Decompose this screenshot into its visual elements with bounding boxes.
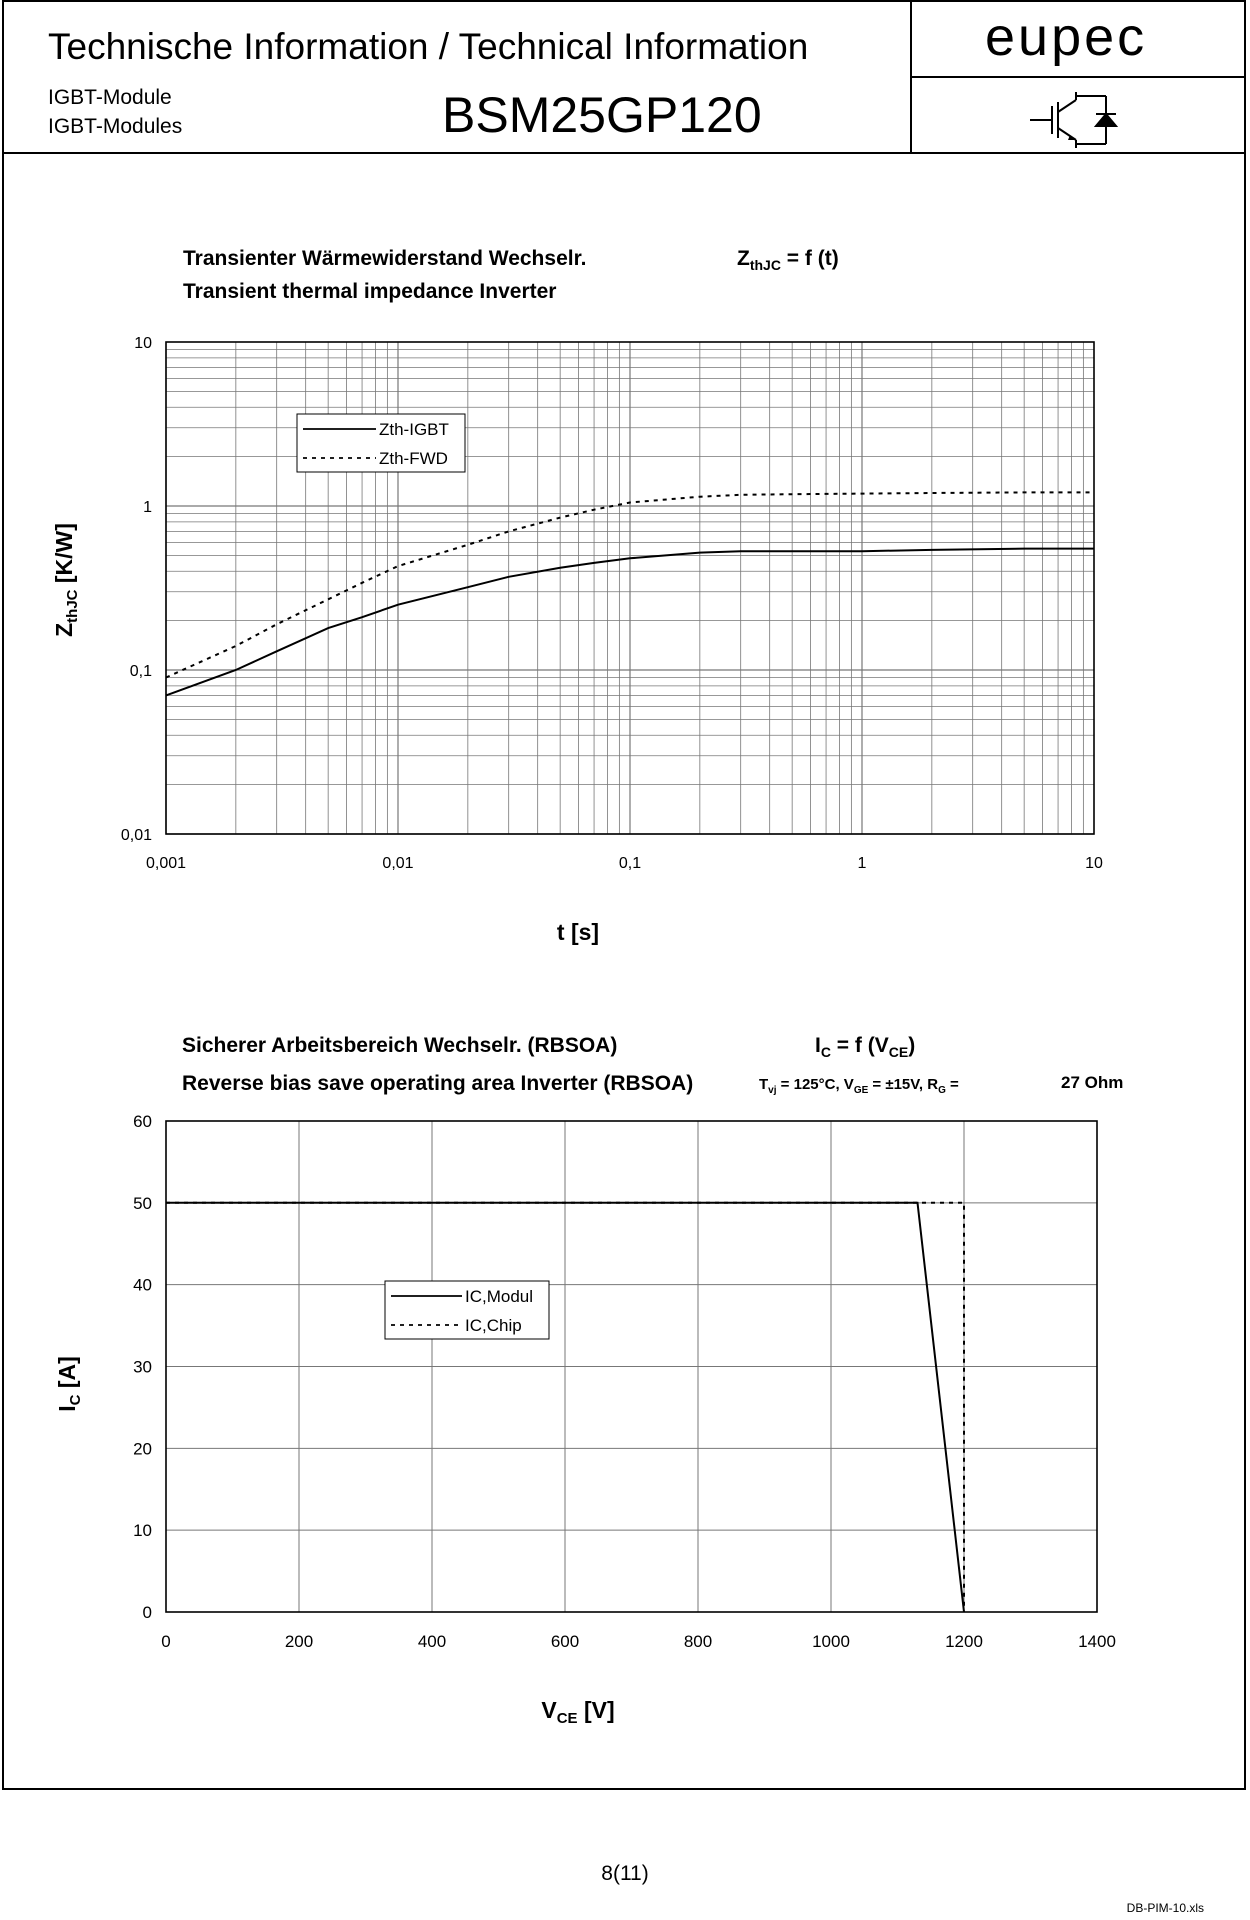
x-tick-label: 0,001 — [146, 855, 186, 872]
series-line-zth-fwd — [165, 491, 1094, 679]
chart1-title-de: Transienter Wärmewiderstand Wechselr. — [183, 247, 586, 270]
chart2-legend: IC,Modul IC,Chip — [384, 1280, 550, 1340]
product-category-de: IGBT-Module — [48, 86, 172, 109]
rbsoa-chart: 0 200 400 600 800 1000 1200 1400 0 10 20 30 40 50 60 — [133, 1112, 1116, 1651]
chart1-legend: Zth-IGBT Zth-FWD — [296, 413, 466, 473]
legend-zth-igbt: Zth-IGBT — [379, 420, 449, 439]
eupec-logo: eupec — [985, 7, 1148, 67]
y-tick-label: 0,1 — [130, 663, 152, 680]
legend-zth-fwd: Zth-FWD — [379, 449, 448, 468]
y-tick-label: 20 — [133, 1439, 152, 1458]
x-tick-label: 0,01 — [382, 855, 413, 872]
charts-canvas: Transienter Wärmewiderstand Wechselr. Tr… — [51, 247, 1123, 1727]
x-tick-label: 1400 — [1078, 1632, 1116, 1651]
chart2-formula: IC = f (VCE) — [815, 1034, 915, 1060]
x-tick-label: 10 — [1085, 855, 1103, 872]
y-tick-label: 40 — [133, 1276, 152, 1295]
x-tick-label: 1 — [858, 855, 867, 872]
x-tick-label: 1200 — [945, 1632, 983, 1651]
chart1-xlabel: t [s] — [557, 919, 599, 945]
series-line-ic-modul — [166, 1201, 965, 1613]
chart1-ylabel: ZthJC [K/W] — [51, 523, 81, 637]
y-tick-label: 10 — [134, 335, 152, 352]
x-tick-label: 800 — [684, 1632, 712, 1651]
y-tick-label: 50 — [133, 1194, 152, 1213]
legend-ic-modul: IC,Modul — [465, 1287, 533, 1306]
chart2-title-en: Reverse bias save operating area Inverte… — [182, 1072, 693, 1095]
x-tick-label: 400 — [418, 1632, 446, 1651]
plot-area — [165, 341, 1095, 835]
chart1-title-en: Transient thermal impedance Inverter — [183, 280, 556, 303]
series-line-zth-igbt — [165, 547, 1094, 697]
x-tick-label: 600 — [551, 1632, 579, 1651]
x-tick-label: 0,1 — [619, 855, 641, 872]
page-frame — [2, 0, 1246, 1790]
chart2-conditions: Tvj = 125°C, VGE = ±15V, RG = — [759, 1076, 959, 1096]
igbt-symbol-icon — [1030, 92, 1119, 148]
x-tick-label: 0 — [161, 1632, 170, 1651]
source-file-label: DB-PIM-10.xls — [1126, 1901, 1204, 1915]
part-number: BSM25GP120 — [442, 87, 762, 143]
page-number: 8(11) — [601, 1862, 649, 1885]
x-tick-label: 200 — [285, 1632, 313, 1651]
chart1-formula: ZthJC = f (t) — [737, 247, 839, 273]
y-tick-label: 30 — [133, 1358, 152, 1377]
y-tick-label: 0 — [143, 1603, 152, 1622]
product-category-en: IGBT-Modules — [48, 115, 183, 138]
y-tick-label: 10 — [133, 1521, 152, 1540]
y-tick-label: 1 — [143, 499, 152, 516]
x-tick-label: 1000 — [812, 1632, 850, 1651]
legend-ic-chip: IC,Chip — [465, 1316, 522, 1335]
logo-divider — [910, 76, 1244, 78]
thermal-impedance-chart: 0,001 0,01 0,1 1 10 0,01 0,1 1 10 — [121, 335, 1103, 872]
chart2-ylabel: IC [A] — [54, 1356, 84, 1412]
document-title: Technische Information / Technical Infor… — [48, 26, 809, 67]
chart2-xlabel: VCE [V] — [541, 1697, 614, 1727]
plot-area — [165, 1120, 1098, 1613]
chart2-title-de: Sicherer Arbeitsbereich Wechselr. (RBSOA… — [182, 1034, 617, 1057]
header-divider — [4, 152, 1244, 154]
y-tick-label: 0,01 — [121, 827, 152, 844]
y-tick-label: 60 — [133, 1112, 152, 1131]
chart2-rg-value: 27 Ohm — [1061, 1073, 1123, 1092]
